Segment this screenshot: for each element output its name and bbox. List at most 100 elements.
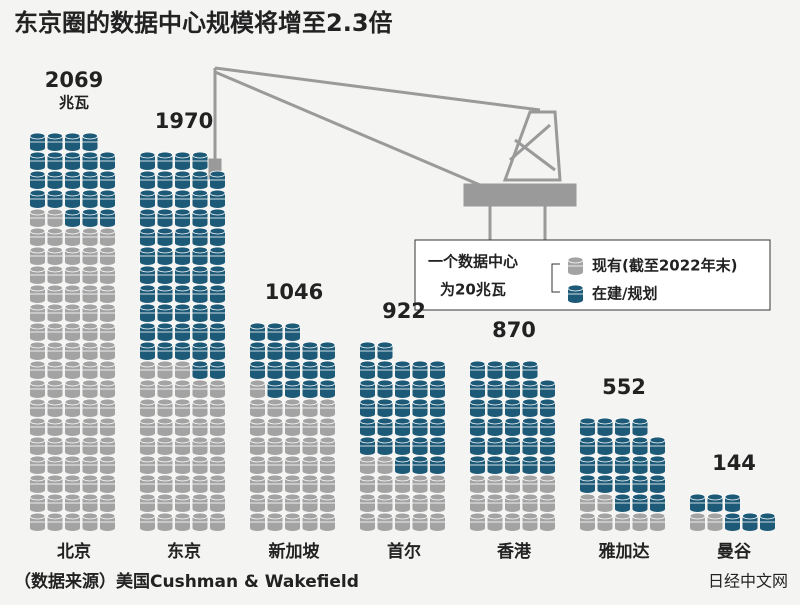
icon-top bbox=[174, 474, 191, 482]
icon-top bbox=[64, 284, 81, 292]
icon-bottom bbox=[157, 278, 173, 284]
icon-top bbox=[377, 436, 393, 444]
icon-top bbox=[429, 360, 446, 368]
icon-top bbox=[249, 379, 266, 387]
icon-bottom bbox=[100, 278, 115, 284]
icon-bottom bbox=[742, 525, 758, 531]
icon-top bbox=[579, 512, 596, 520]
icon-top bbox=[157, 227, 173, 235]
icon-bottom bbox=[65, 278, 80, 284]
icon-bottom bbox=[175, 221, 190, 227]
icon-bottom bbox=[47, 354, 63, 360]
icon-bottom bbox=[395, 392, 410, 398]
icon-top bbox=[47, 227, 63, 235]
icon-bottom bbox=[82, 335, 98, 341]
icon-top bbox=[192, 379, 208, 387]
icon-stack bbox=[359, 341, 446, 474]
icon-bottom bbox=[65, 145, 80, 151]
icon-top bbox=[614, 512, 631, 520]
icon-top bbox=[64, 360, 81, 368]
icon-top bbox=[724, 512, 741, 520]
icon-bottom bbox=[285, 411, 300, 417]
icon-top bbox=[29, 151, 46, 159]
icon-top bbox=[522, 493, 538, 501]
icon-bottom bbox=[597, 468, 613, 474]
icon-top bbox=[209, 189, 226, 197]
icon-top bbox=[302, 379, 318, 387]
icon-bottom bbox=[100, 164, 115, 170]
icon-top bbox=[64, 227, 81, 235]
icon-stack bbox=[689, 493, 776, 531]
icon-bottom bbox=[192, 202, 208, 208]
icon-top bbox=[377, 493, 393, 501]
icon-top bbox=[47, 417, 63, 425]
icon-top bbox=[139, 417, 156, 425]
icon-top bbox=[99, 493, 116, 501]
icon-top bbox=[99, 360, 116, 368]
icon-top bbox=[649, 436, 666, 444]
icon-top bbox=[632, 436, 648, 444]
icon-bottom bbox=[597, 487, 613, 493]
icon-bottom bbox=[157, 183, 173, 189]
icon-bottom bbox=[65, 259, 80, 265]
icon-bottom bbox=[210, 221, 225, 227]
icon-bottom bbox=[320, 487, 335, 493]
icon-bottom bbox=[157, 316, 173, 322]
icon-bottom bbox=[65, 240, 80, 246]
icon-bottom bbox=[140, 278, 155, 284]
icon-bottom bbox=[360, 430, 375, 436]
icon-top bbox=[522, 474, 538, 482]
icon-bottom bbox=[412, 506, 428, 512]
icon-bottom bbox=[192, 468, 208, 474]
icon-top bbox=[249, 341, 266, 349]
icon-top bbox=[47, 398, 63, 406]
icon-top bbox=[139, 246, 156, 254]
icon-bottom bbox=[30, 240, 45, 246]
icon-top bbox=[319, 436, 336, 444]
icon-bottom bbox=[470, 506, 485, 512]
icon-bottom bbox=[580, 449, 595, 455]
icon-top bbox=[174, 227, 191, 235]
icon-top bbox=[359, 455, 376, 463]
icon-top bbox=[487, 417, 503, 425]
icon-top bbox=[487, 474, 503, 482]
icon-top bbox=[302, 512, 318, 520]
icon-top bbox=[29, 379, 46, 387]
x-tick-label: 东京 bbox=[167, 541, 201, 562]
icon-bottom bbox=[285, 354, 300, 360]
icon-top bbox=[284, 493, 301, 501]
icon-bottom bbox=[725, 525, 740, 531]
total-label: 552 bbox=[602, 375, 646, 399]
icon-bottom bbox=[487, 525, 503, 531]
icon-top bbox=[249, 417, 266, 425]
icon-bottom bbox=[360, 392, 375, 398]
icon-top bbox=[429, 474, 446, 482]
icon-top bbox=[47, 341, 63, 349]
icon-top bbox=[377, 455, 393, 463]
icon-bottom bbox=[632, 506, 648, 512]
icon-top bbox=[302, 493, 318, 501]
icon-top bbox=[412, 398, 428, 406]
icon-top bbox=[192, 474, 208, 482]
icon-top bbox=[157, 303, 173, 311]
icon-bottom bbox=[192, 411, 208, 417]
icon-bottom bbox=[522, 449, 538, 455]
icon-top bbox=[174, 493, 191, 501]
icon-top bbox=[64, 170, 81, 178]
icon-top bbox=[157, 170, 173, 178]
icon-top bbox=[319, 398, 336, 406]
icon-top bbox=[249, 322, 266, 330]
icon-bottom bbox=[487, 373, 503, 379]
icon-top bbox=[319, 512, 336, 520]
icon-bottom bbox=[395, 525, 410, 531]
icon-top bbox=[284, 398, 301, 406]
icon-top bbox=[249, 398, 266, 406]
icon-bottom bbox=[65, 164, 80, 170]
legend-box bbox=[414, 239, 771, 311]
icon-bottom bbox=[650, 487, 665, 493]
icon-top bbox=[249, 474, 266, 482]
icon-bottom bbox=[65, 202, 80, 208]
icon-top bbox=[377, 512, 393, 520]
icon-bottom bbox=[175, 392, 190, 398]
icon-bottom bbox=[175, 183, 190, 189]
